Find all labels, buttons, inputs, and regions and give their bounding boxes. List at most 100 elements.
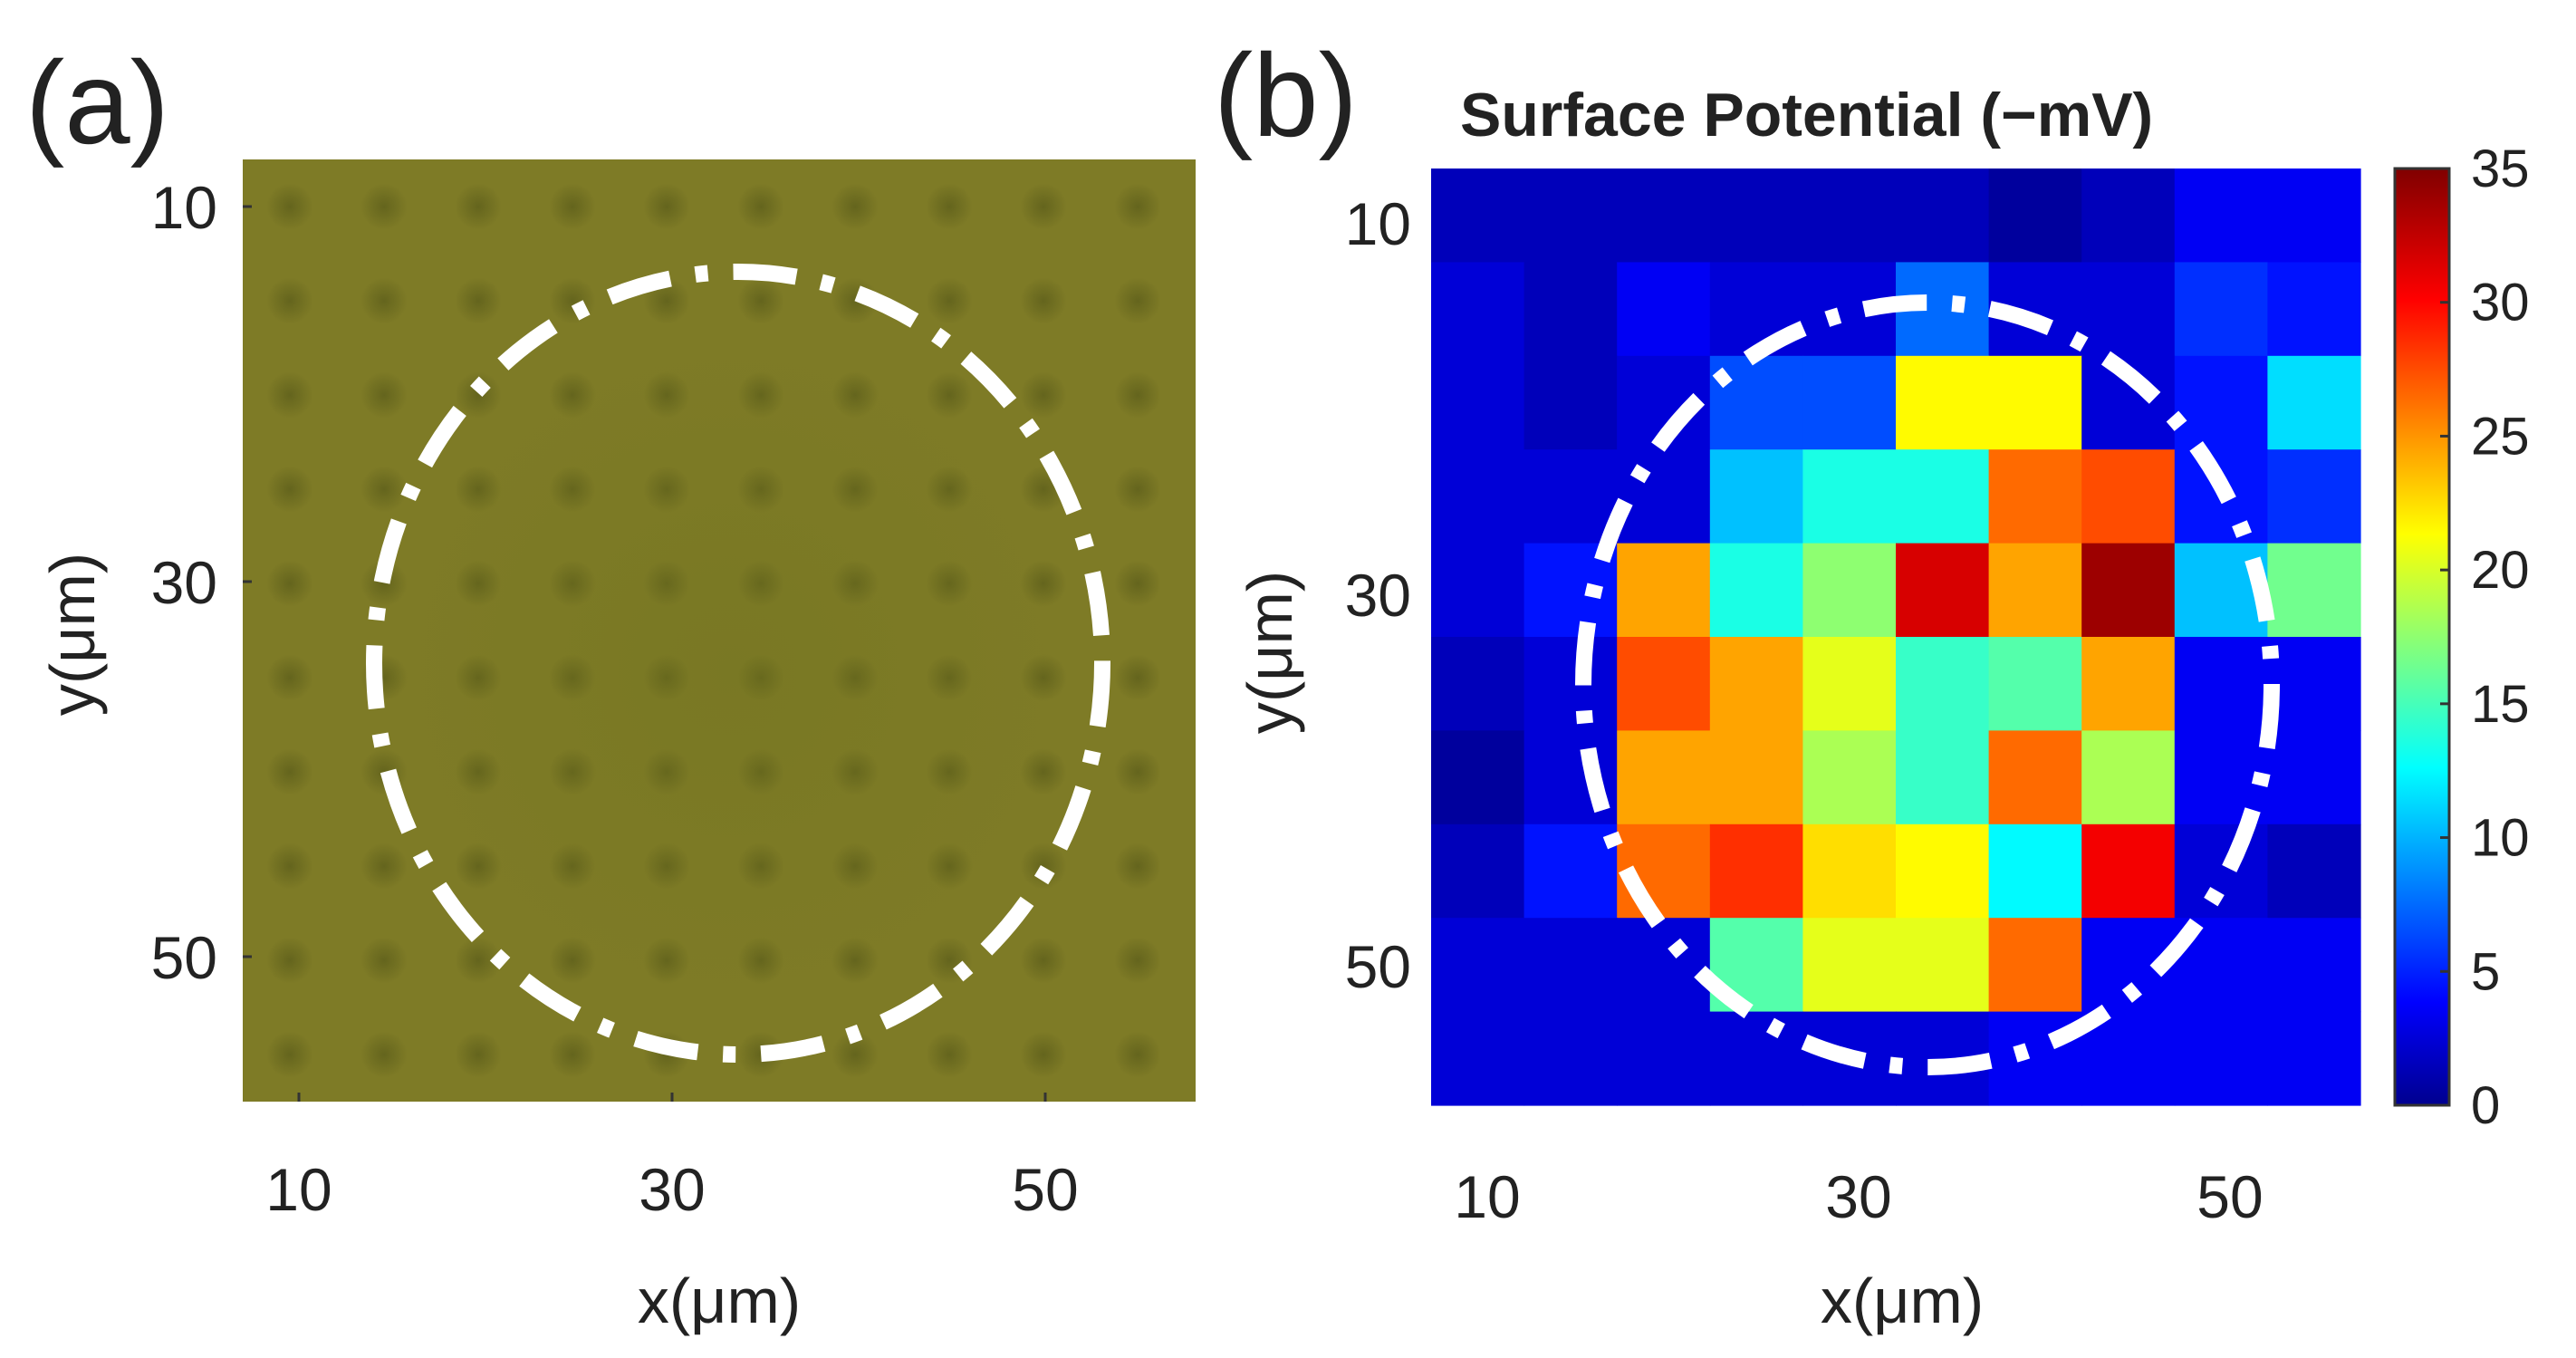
y-axis-label: y(μm) [1235,571,1305,734]
x-axis-a: 10 30 50 x(μm) [265,1093,1079,1336]
heatmap-cell [2081,637,2176,731]
y-tick-label: 50 [1345,933,1411,1000]
heatmap-cell [1709,637,1803,731]
heatmap-cell [1431,1011,1525,1106]
heatmap-cell [1709,543,1803,638]
heatmap-cell [1896,918,1990,1013]
heatmap-cell [1617,543,1711,638]
colorbar-tick-label: 15 [2471,675,2530,734]
heatmap-cell [2174,355,2268,450]
axes-b: 10 30 50 x(μm) 10 30 50 y(μm) [1235,190,2264,1336]
colorbar-tick-label: 25 [2471,407,2530,466]
panel-a-label: (a) [25,36,169,169]
colorbar-tick-label: 10 [2471,809,2530,868]
heatmap-cell [1802,918,1897,1013]
heatmap-cell [2081,823,2176,919]
heatmap-cell [1802,637,1897,731]
heatmap-cell [1523,730,1618,825]
heatmap-cell [1988,543,2082,638]
x-tick-label: 50 [1012,1156,1078,1223]
heatmap-cell [2081,1011,2176,1106]
x-tick-label: 50 [2196,1163,2263,1230]
heatmap-cell [1709,449,1803,544]
heatmap-cell [1617,262,1711,357]
heatmap-cell [2174,1011,2268,1106]
colorbar-gradient [2393,167,2451,1107]
heatmap-cell [1709,1011,1803,1106]
heatmap-cell [1802,730,1897,825]
heatmap-cell [1431,730,1525,825]
heatmap-cell [2081,543,2176,638]
heatmap-cell [1896,730,1990,825]
y-tick-label: 10 [1345,190,1411,257]
heatmap-cell [1988,823,2082,919]
heatmap-cell [2174,262,2268,357]
heatmap-cell [1523,262,1618,357]
y-tick-label: 50 [151,924,217,991]
x-tick-label: 10 [265,1156,332,1223]
heatmap-cell [1988,637,2082,731]
circle-outline-a [366,264,1110,1063]
heatmap-cell [1802,169,1897,263]
heatmap-cell [2174,730,2268,825]
heatmap-cell [1896,355,1990,450]
heatmap-cell [1523,169,1618,263]
heatmap-cell [2081,730,2176,825]
heatmap-cell [2081,449,2176,544]
heatmap-cell [1431,823,1525,919]
heatmap-cell [2174,169,2268,263]
heatmap-cell [2174,823,2268,919]
heatmap-cell [1802,823,1897,919]
heatmap-cell [2081,262,2176,357]
heatmap-cell [1802,355,1897,450]
heatmap-cell [1988,730,2082,825]
y-axis-label: y(μm) [37,553,108,716]
y-tick-label: 30 [151,549,217,616]
heatmap-cell [2081,169,2176,263]
y-axis-a: 10 30 50 y(μm) [37,174,252,991]
x-axis-label: x(μm) [638,1266,801,1336]
optical-image-disc [388,326,1076,1015]
heatmap-cell [2174,637,2268,731]
colorbar-ticks: 0 5 10 15 20 25 30 35 [2440,140,2530,1135]
colorbar-tick-label: 35 [2471,140,2530,198]
heatmap-cell [1896,823,1990,919]
panel-b: (b) Surface Potential (−mV) 10 30 50 x(μ… [1214,29,2530,1336]
heatmap-cell [1988,355,2082,450]
y-tick-label: 30 [1345,562,1411,629]
heatmap-cell [2267,355,2361,450]
chart-title: Surface Potential (−mV) [1460,81,2153,149]
heatmap-cell [1896,543,1990,638]
heatmap-cell [1896,637,1990,731]
heatmap-cell [1431,543,1525,638]
heatmap-cell [2267,169,2361,263]
heatmap-cell [1988,169,2082,263]
heatmap-cell [1431,449,1525,544]
heatmap-cell [1988,918,2082,1013]
heatmap-cell [2267,449,2361,544]
heatmap-cell [1896,169,1990,263]
heatmap-cell [1802,543,1897,638]
heatmap-cell [1523,355,1618,450]
heatmap-cell [2267,823,2361,919]
heatmap-cell [1617,730,1711,825]
colorbar-tick-label: 5 [2471,942,2500,1001]
heatmap-cell [1523,918,1618,1013]
heatmap-cell [1523,637,1618,731]
x-tick-label: 30 [1825,1163,1891,1230]
colorbar-tick-label: 0 [2471,1076,2500,1135]
heatmap-cell [1617,918,1711,1013]
panel-b-label: (b) [1214,29,1358,161]
colorbar-tick-label: 20 [2471,541,2530,600]
circle-outline-b [1575,294,2280,1075]
y-tick-label: 10 [151,174,217,241]
heatmap-cell [1617,449,1711,544]
heatmap-cell [1523,449,1618,544]
heatmap-cell [2267,1011,2361,1106]
heatmap-cell [2267,262,2361,357]
heatmap-cell [1431,355,1525,450]
heatmap-cell [2267,637,2361,731]
heatmap-cell [2267,543,2361,638]
heatmap-cell [1431,918,1525,1013]
